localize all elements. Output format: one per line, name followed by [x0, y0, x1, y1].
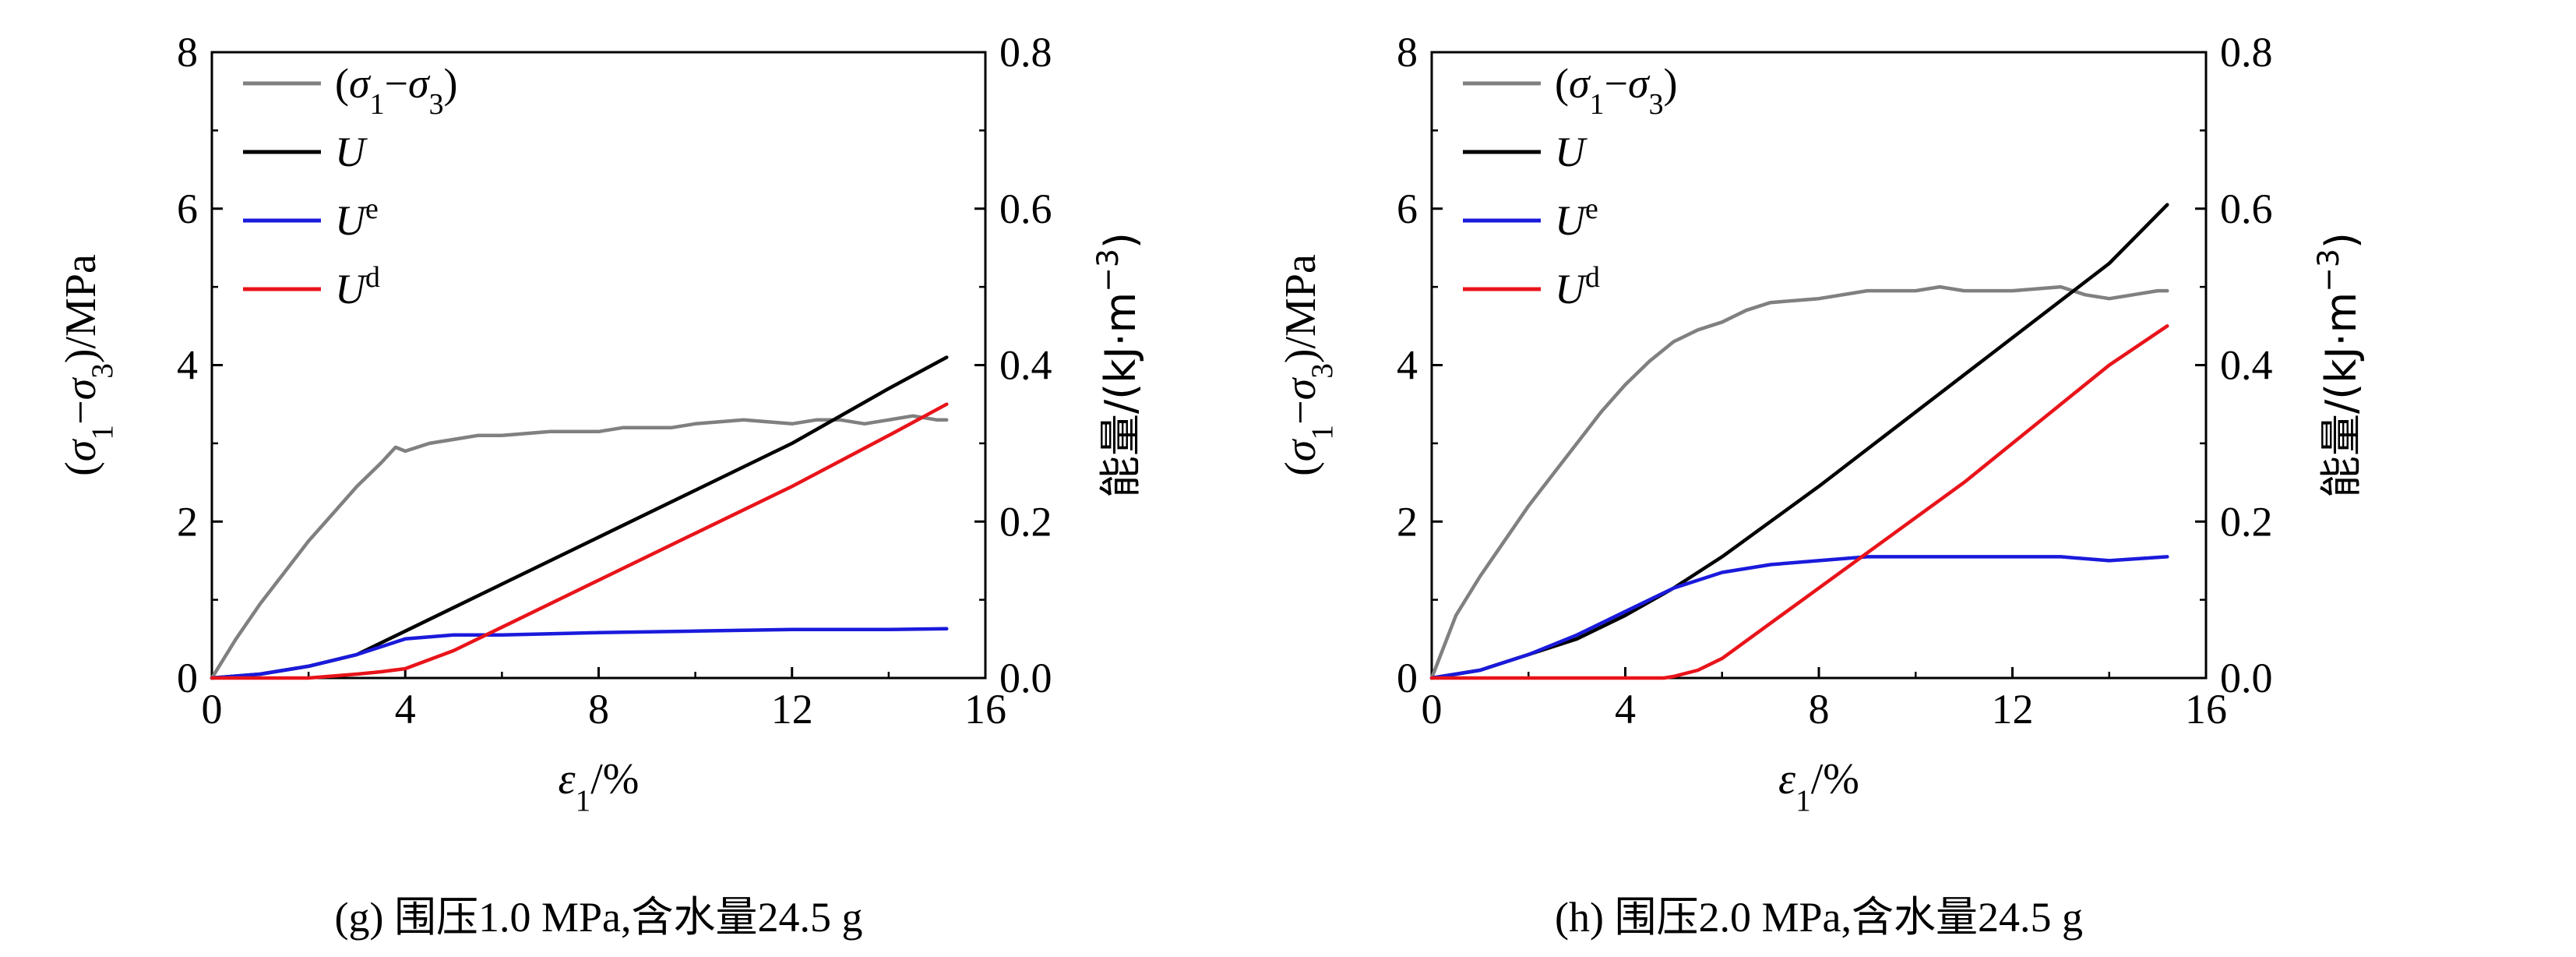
y-right-axis-label: 能量/(kJ·m−3) [1091, 232, 1145, 498]
plot-frame [1430, 51, 2208, 680]
legend-label-2: Ue [1555, 192, 1598, 244]
y-left-tick-label: 6 [1397, 185, 1418, 232]
x-tick-label: 0 [202, 686, 223, 733]
series-line-2 [1429, 555, 2169, 680]
x-axis-label: ε1/% [559, 755, 640, 818]
y-right-tick-label: 0.8 [2220, 29, 2273, 76]
series-line-2 [210, 627, 949, 680]
y-left-tick-label: 4 [1397, 342, 1418, 389]
series-line-3 [210, 402, 949, 680]
y-right-tick-label: 0.6 [2220, 185, 2273, 232]
legend-label-1: U [335, 129, 368, 175]
y-left-tick-label: 6 [177, 185, 198, 232]
panel-caption: (g) 围压1.0 MPa,含水量24.5 g [335, 894, 863, 941]
legend-label-3: Ud [1555, 261, 1600, 313]
y-right-axis-label: 能量/(kJ·m−3) [2311, 232, 2366, 498]
legend-label-3: Ud [335, 261, 380, 313]
y-right-tick-label: 0.2 [999, 498, 1052, 545]
y-left-axis-label: (σ1−σ3)/MPa [1277, 254, 1339, 476]
y-right-tick-label: 0.4 [999, 342, 1052, 389]
y-left-tick-label: 4 [177, 342, 198, 389]
y-right-tick-label: 0.0 [999, 655, 1052, 701]
legend-label-0: (σ1−σ3) [335, 60, 458, 121]
y-left-axis-label: (σ1−σ3)/MPa [57, 254, 119, 476]
x-tick-label: 16 [964, 686, 1006, 733]
series-line-0 [1429, 284, 2169, 680]
x-tick-label: 12 [1992, 686, 2034, 733]
y-right-tick-label: 0.8 [999, 29, 1052, 76]
y-right-tick-label: 0.2 [2220, 498, 2273, 545]
y-left-tick-label: 2 [1397, 498, 1418, 545]
series-line-3 [1429, 324, 2169, 680]
chart-panel-g: 0 4 8 12 16 0 2 4 6 8 0.0 0.2 0.4 0.6 0.8 (σ1−σ3) U Ue Ud ε… [57, 29, 1145, 941]
x-tick-label: 8 [1809, 686, 1830, 733]
legend-label-1: U [1555, 129, 1588, 175]
y-left-tick-label: 8 [1397, 29, 1418, 76]
panel-caption: (h) 围压2.0 MPa,含水量24.5 g [1555, 894, 2083, 941]
x-tick-label: 4 [395, 686, 416, 733]
y-left-tick-label: 0 [1397, 655, 1418, 701]
legend-label-2: Ue [335, 192, 379, 244]
chart-panel-h: 0 4 8 12 16 0 2 4 6 8 0.0 0.2 0.4 0.6 0.8 (σ1−σ3) U Ue Ud ε… [1277, 29, 2366, 941]
y-left-tick-label: 2 [177, 498, 198, 545]
y-right-tick-label: 0.0 [2220, 655, 2273, 701]
y-right-tick-label: 0.4 [2220, 342, 2273, 389]
x-tick-label: 16 [2185, 686, 2227, 733]
series-line-1 [1429, 203, 2169, 680]
legend-label-0: (σ1−σ3) [1555, 60, 1678, 121]
series-line-0 [210, 414, 949, 680]
y-left-tick-label: 0 [177, 655, 198, 701]
x-tick-label: 4 [1615, 686, 1636, 733]
x-axis-label: ε1/% [1778, 755, 1859, 818]
plot-frame [210, 51, 987, 680]
x-tick-label: 0 [1422, 686, 1443, 733]
x-tick-label: 12 [771, 686, 813, 733]
y-right-tick-label: 0.6 [999, 185, 1052, 232]
y-left-tick-label: 8 [177, 29, 198, 76]
x-tick-label: 8 [588, 686, 609, 733]
